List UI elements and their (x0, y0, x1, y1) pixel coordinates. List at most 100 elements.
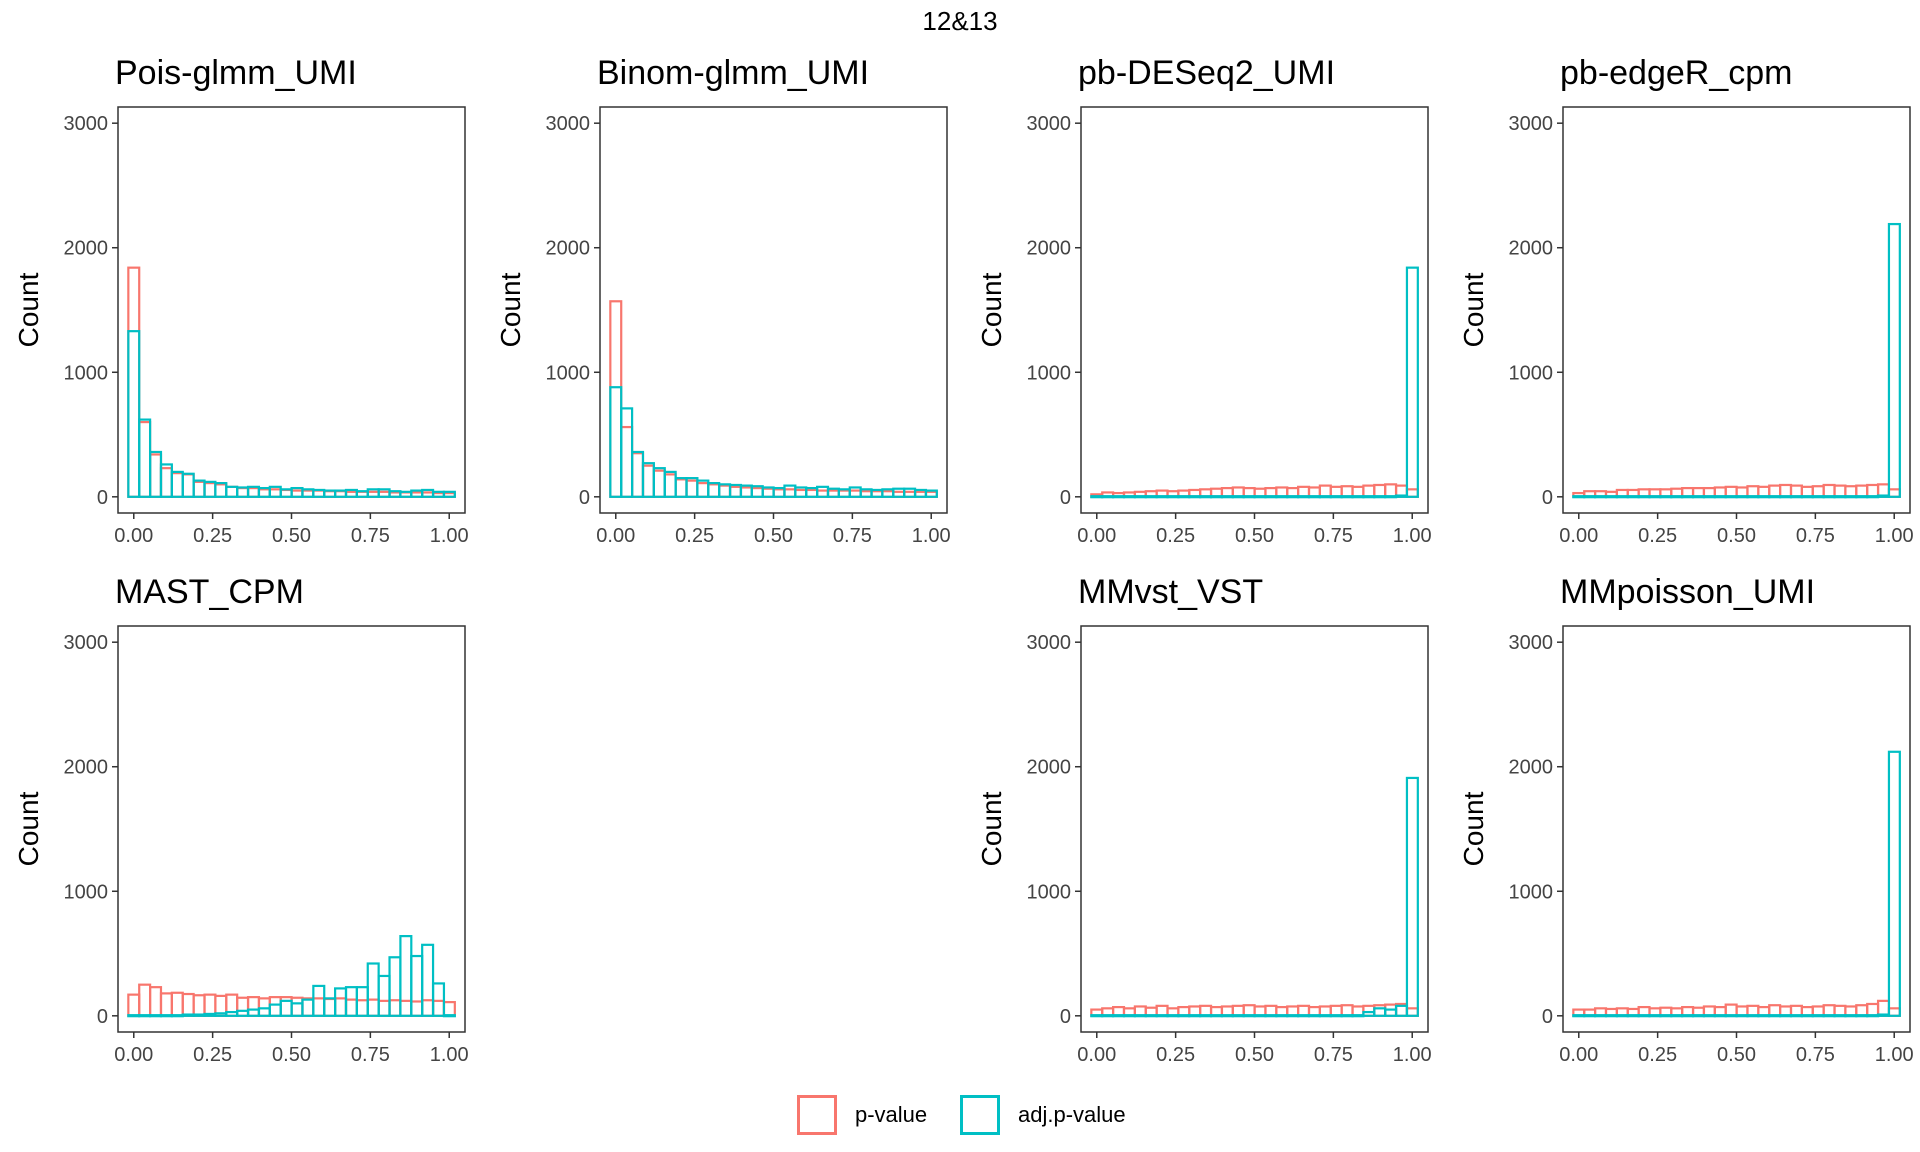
bar (1604, 1014, 1618, 1018)
x-tick-label: 1.00 (1393, 1044, 1432, 1066)
bar (663, 473, 677, 498)
bar (1188, 495, 1202, 499)
y-tick-label: 2000 (1509, 238, 1554, 260)
bar (1844, 495, 1858, 499)
bar (388, 490, 402, 498)
panel-border (1562, 625, 1911, 1033)
panel-border (1562, 106, 1911, 514)
bar (1681, 495, 1695, 499)
bar (1318, 495, 1332, 499)
panel-mmpoisson-umi: MMpoisson_UMI 0 1000 2000 3000 0.00 0.25 0.50 0.… (1458, 573, 1914, 1066)
bar (1405, 266, 1419, 498)
x-tick-label: 0.25 (675, 525, 714, 547)
x-tick-label: 1.00 (912, 525, 951, 547)
bar (728, 485, 743, 498)
x-tick-label: 0.75 (1796, 525, 1835, 547)
bar (630, 452, 645, 498)
bar (1351, 495, 1365, 499)
bar (1177, 495, 1191, 499)
bar (1144, 1014, 1158, 1018)
bar (377, 999, 391, 1017)
bar (159, 463, 173, 498)
bar (1405, 1007, 1419, 1017)
y-tick-label: 0 (97, 1006, 108, 1028)
bar (344, 986, 358, 1017)
bar (1199, 1014, 1213, 1018)
panel-mast-cpm: MAST_CPM 0 1000 2000 3000 0.00 0.25 0.50 0.75 1.0… (13, 573, 469, 1066)
bar (138, 420, 152, 498)
bar (1297, 1014, 1311, 1018)
y-tick-label: 2000 (546, 238, 591, 260)
y-tick-label: 3000 (1027, 632, 1072, 654)
bar (159, 1014, 173, 1018)
bar (257, 997, 271, 1017)
bar (268, 996, 282, 1017)
bar (1876, 1013, 1891, 1017)
bar (410, 489, 424, 498)
bar (246, 486, 261, 498)
bar (1209, 495, 1224, 499)
bar (236, 1009, 250, 1017)
bar (620, 425, 634, 498)
bar (442, 1014, 456, 1018)
y-tick-label: 2000 (64, 238, 109, 260)
x-tick-label: 0.25 (1156, 525, 1195, 547)
panel-title-pois-glmm-umi: Pois-glmm_UMI (115, 54, 357, 92)
bar (214, 1012, 228, 1017)
panel-pois-glmm-umi: Pois-glmm_UMI 0 1000 2000 3000 0.00 0.25 0.50 0.… (13, 54, 469, 547)
x-tick-label: 0.50 (1717, 525, 1756, 547)
bar (290, 996, 304, 1017)
bar (1822, 1014, 1836, 1018)
bar (1220, 495, 1234, 499)
bar (1887, 750, 1901, 1017)
bar (170, 470, 184, 498)
x-tick-label: 0.25 (1156, 1044, 1195, 1066)
bar (1659, 495, 1673, 499)
y-tick-label: 1000 (1027, 362, 1072, 384)
bar (1866, 1014, 1880, 1018)
bar (181, 992, 195, 1017)
bar (1615, 495, 1629, 499)
bar (334, 987, 348, 1017)
bar (355, 986, 369, 1017)
bar (1133, 1014, 1147, 1018)
bar (1264, 1014, 1278, 1018)
bar (1887, 222, 1901, 498)
bar (1329, 1014, 1343, 1018)
bar (431, 982, 446, 1017)
bar (323, 489, 337, 498)
bar (1713, 495, 1727, 499)
bar (268, 488, 282, 498)
bar (1659, 1014, 1673, 1018)
bar (148, 450, 163, 498)
panel-border (117, 106, 466, 514)
bar (334, 997, 348, 1017)
bar (1101, 495, 1115, 499)
panel-border (117, 625, 466, 1033)
bar (1757, 495, 1771, 499)
bar (1362, 495, 1376, 499)
series-adj-p-value (609, 386, 938, 498)
series-p-value (1090, 1002, 1419, 1017)
panel-border (1080, 625, 1429, 1033)
bar (1593, 495, 1608, 499)
x-tick-label: 0.75 (351, 525, 390, 547)
y-tick-label: 3000 (1509, 113, 1554, 135)
bar (1572, 495, 1586, 499)
series-adj-p-value (1090, 776, 1419, 1018)
y-tick-label: 3000 (546, 113, 591, 135)
bar (1583, 495, 1597, 499)
bar (1724, 1014, 1738, 1018)
bar (1626, 495, 1640, 499)
bar (399, 935, 413, 1017)
x-tick-label: 0.50 (1235, 525, 1274, 547)
y-tick-label: 1000 (64, 362, 109, 384)
bar (1746, 495, 1760, 499)
x-tick-label: 1.00 (430, 525, 469, 547)
bar (1822, 495, 1836, 499)
bar (1405, 488, 1419, 498)
bar (1811, 495, 1825, 499)
bar (739, 486, 753, 498)
bar (148, 453, 163, 498)
